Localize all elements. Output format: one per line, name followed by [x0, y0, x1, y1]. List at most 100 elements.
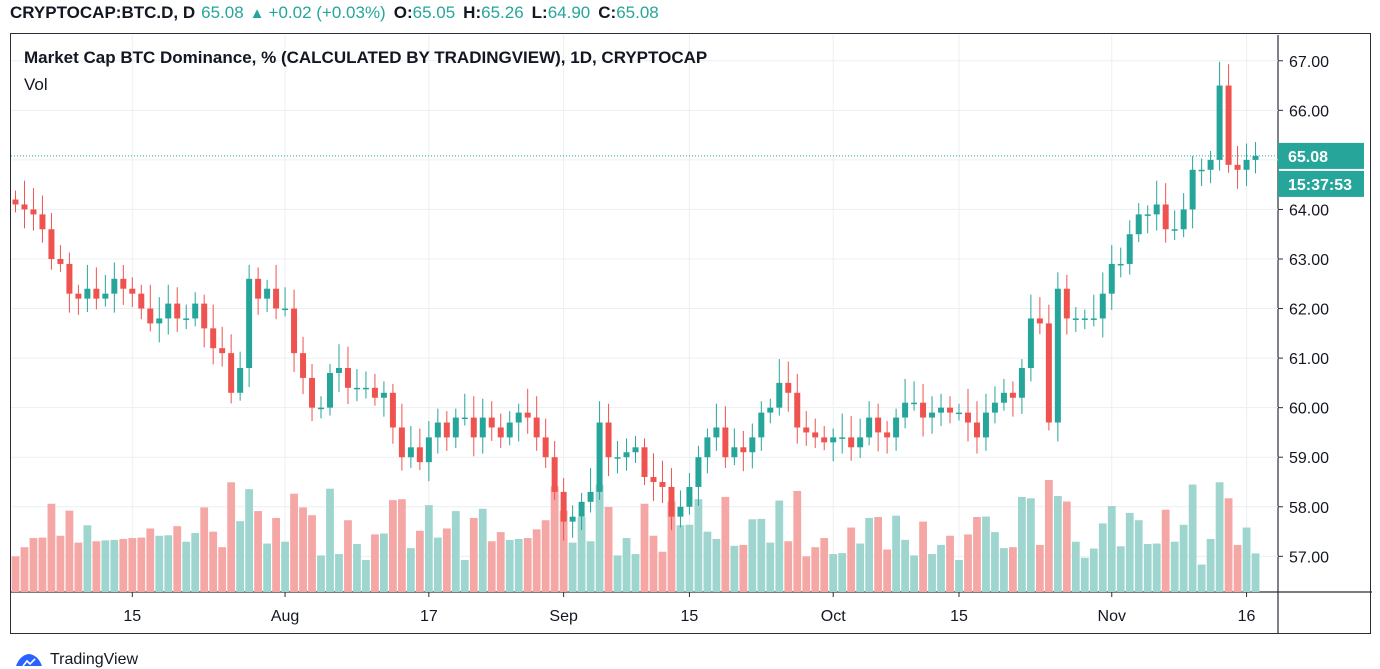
- candle-body[interactable]: [156, 318, 163, 324]
- candle-body[interactable]: [947, 407, 954, 413]
- candle-body[interactable]: [255, 278, 262, 299]
- candle-body[interactable]: [596, 422, 603, 492]
- candle-body[interactable]: [398, 427, 405, 458]
- candle-body[interactable]: [407, 447, 414, 458]
- candle-body[interactable]: [722, 427, 729, 458]
- candle-body[interactable]: [1117, 263, 1124, 266]
- candle-body[interactable]: [1036, 318, 1043, 324]
- candle-body[interactable]: [1207, 159, 1214, 170]
- candle-body[interactable]: [147, 308, 154, 324]
- candle-body[interactable]: [623, 452, 630, 458]
- candle-body[interactable]: [84, 288, 91, 299]
- candle-body[interactable]: [713, 427, 720, 438]
- candle-body[interactable]: [632, 447, 639, 453]
- candle-body[interactable]: [839, 437, 846, 439]
- candle-body[interactable]: [1045, 323, 1052, 423]
- candle-body[interactable]: [830, 437, 837, 443]
- candle-body[interactable]: [12, 199, 19, 205]
- candle-body[interactable]: [578, 501, 585, 517]
- candle-body[interactable]: [785, 382, 792, 393]
- candle-body[interactable]: [866, 417, 873, 438]
- candle-body[interactable]: [668, 486, 675, 517]
- candle-body[interactable]: [165, 303, 172, 319]
- candle-body[interactable]: [794, 392, 801, 428]
- candle-body[interactable]: [246, 278, 253, 369]
- candle-body[interactable]: [857, 437, 864, 448]
- candle-body[interactable]: [291, 308, 298, 354]
- candle-body[interactable]: [434, 422, 441, 438]
- candle-body[interactable]: [335, 368, 342, 373]
- candle-body[interactable]: [533, 417, 540, 438]
- candle-body[interactable]: [210, 328, 217, 349]
- candle-body[interactable]: [776, 382, 783, 408]
- candle-body[interactable]: [264, 288, 271, 299]
- candle-body[interactable]: [758, 412, 765, 438]
- candle-body[interactable]: [524, 412, 531, 418]
- candle-body[interactable]: [821, 437, 828, 443]
- candle-body[interactable]: [1027, 318, 1034, 369]
- candle-body[interactable]: [1153, 204, 1160, 215]
- candle-body[interactable]: [848, 437, 855, 448]
- candle-body[interactable]: [1162, 204, 1169, 230]
- candle-body[interactable]: [920, 402, 927, 418]
- candle-body[interactable]: [75, 293, 82, 299]
- candle-body[interactable]: [111, 278, 118, 294]
- candle-body[interactable]: [740, 447, 747, 453]
- tradingview-brand[interactable]: TradingView: [14, 651, 138, 669]
- candle-body[interactable]: [416, 447, 423, 463]
- candle-body[interactable]: [57, 258, 64, 264]
- candle-body[interactable]: [371, 387, 378, 398]
- candle-body[interactable]: [956, 412, 962, 415]
- candle-body[interactable]: [991, 402, 998, 413]
- candle-body[interactable]: [587, 491, 594, 502]
- candle-body[interactable]: [1018, 368, 1025, 398]
- candle-body[interactable]: [237, 368, 244, 393]
- candle-body[interactable]: [1189, 169, 1196, 210]
- candle-body[interactable]: [425, 437, 432, 463]
- candle-body[interactable]: [1108, 263, 1115, 294]
- candle-body[interactable]: [102, 293, 109, 299]
- candle-body[interactable]: [1090, 318, 1097, 320]
- candle-body[interactable]: [300, 353, 307, 378]
- candle-body[interactable]: [479, 417, 486, 438]
- candle-body[interactable]: [893, 417, 900, 438]
- candle-body[interactable]: [318, 407, 325, 410]
- candle-body[interactable]: [1171, 229, 1178, 231]
- candle-body[interactable]: [803, 427, 810, 433]
- candle-body[interactable]: [219, 348, 226, 354]
- candle-body[interactable]: [1009, 392, 1016, 398]
- candle-body[interactable]: [614, 457, 621, 459]
- candle-body[interactable]: [344, 368, 351, 388]
- candle-body[interactable]: [1135, 214, 1142, 235]
- candle-body[interactable]: [560, 491, 567, 522]
- candle-body[interactable]: [470, 417, 477, 438]
- candle-body[interactable]: [1000, 392, 1007, 403]
- candle-body[interactable]: [138, 293, 145, 309]
- candle-body[interactable]: [1099, 293, 1106, 319]
- candle-body[interactable]: [201, 303, 208, 329]
- candle-body[interactable]: [1225, 85, 1232, 165]
- candle-body[interactable]: [659, 481, 666, 487]
- candle-body[interactable]: [605, 422, 612, 458]
- candle-body[interactable]: [506, 422, 513, 438]
- candle-body[interactable]: [569, 516, 576, 522]
- candle-body[interactable]: [380, 392, 387, 398]
- candle-body[interactable]: [488, 417, 495, 428]
- candle-body[interactable]: [686, 486, 693, 507]
- candle-body[interactable]: [731, 447, 738, 458]
- candle-body[interactable]: [641, 447, 648, 478]
- volume-label[interactable]: Vol: [24, 75, 48, 94]
- candle-body[interactable]: [129, 288, 136, 294]
- candle-body[interactable]: [767, 407, 774, 413]
- candle-body[interactable]: [497, 427, 504, 438]
- candle-body[interactable]: [704, 437, 711, 458]
- candle-body[interactable]: [48, 229, 55, 259]
- candle-body[interactable]: [120, 278, 127, 289]
- candle-body[interactable]: [749, 437, 756, 453]
- candle-body[interactable]: [902, 402, 909, 418]
- candle-body[interactable]: [695, 457, 702, 487]
- candle-body[interactable]: [30, 209, 37, 215]
- candle-body[interactable]: [1072, 318, 1079, 320]
- candle-body[interactable]: [183, 318, 190, 320]
- candle-body[interactable]: [461, 417, 468, 420]
